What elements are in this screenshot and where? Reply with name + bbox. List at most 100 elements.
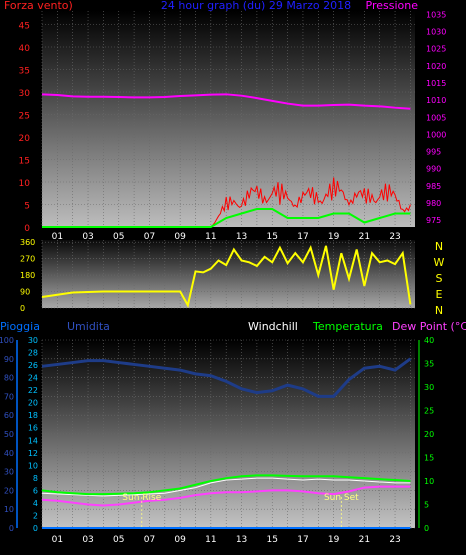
rain-tick-label: 12 bbox=[28, 449, 38, 458]
x-tick-label: 19 bbox=[328, 535, 340, 545]
series-group bbox=[41, 93, 411, 228]
series-pressure bbox=[41, 93, 411, 110]
temp-tick-label: 10 bbox=[424, 477, 434, 486]
rain-tick-label: 6 bbox=[33, 486, 38, 495]
x-tick-label: 11 bbox=[205, 535, 216, 545]
temp-tick-label: 5 bbox=[424, 501, 429, 510]
temperature-humidity-chart: 0102030405060708090100024681012141618202… bbox=[0, 320, 466, 545]
series-group bbox=[41, 244, 412, 309]
humidity-tick-label: 80 bbox=[4, 374, 14, 383]
legend-entry: Windchill bbox=[248, 320, 298, 333]
humidity-tick-label: 100 bbox=[0, 336, 14, 345]
y-tick-label: 180 bbox=[20, 271, 35, 280]
rain-tick-label: 14 bbox=[28, 436, 38, 445]
x-tick-label: 01 bbox=[52, 535, 63, 545]
y-tick-label: 0 bbox=[24, 224, 30, 234]
rain-tick-label: 18 bbox=[28, 411, 38, 420]
humidity-tick-label: 70 bbox=[4, 392, 14, 401]
temp-tick-label: 15 bbox=[424, 454, 434, 463]
rain-tick-label: 20 bbox=[28, 399, 38, 408]
annotations: Sun Rise Sun Set bbox=[122, 493, 359, 528]
chart-title: 24 hour graph (du) 29 Marzo 2018 bbox=[161, 0, 351, 12]
y2-tick-label: 1035 bbox=[426, 10, 446, 19]
x-tick-label: 03 bbox=[82, 535, 93, 545]
rain-tick-label: 0 bbox=[33, 524, 38, 533]
x-tick-label: 09 bbox=[174, 535, 186, 545]
series-wind bbox=[42, 208, 411, 228]
y2-tick-label: 1030 bbox=[426, 28, 446, 37]
tick-labels: 0510152025303540459759809859909951000100… bbox=[19, 10, 447, 242]
humidity-tick-label: 0 bbox=[9, 524, 14, 533]
compass-label: E bbox=[436, 288, 443, 301]
series-windchill bbox=[41, 477, 411, 497]
annotation-label: Sun Rise bbox=[122, 493, 161, 503]
x-tick-label: 23 bbox=[389, 232, 400, 242]
series-humidity bbox=[41, 357, 412, 398]
rain-tick-label: 10 bbox=[28, 461, 38, 470]
humidity-tick-label: 50 bbox=[4, 430, 14, 439]
legend: Pioggia Umidita Windchill Temperatura Dew Po… bbox=[0, 320, 466, 333]
left-axis-label: Forza vento) bbox=[4, 0, 73, 12]
x-tick-label: 01 bbox=[52, 232, 63, 242]
rain-tick-label: 2 bbox=[33, 511, 38, 520]
y2-tick-label: 1010 bbox=[426, 96, 446, 105]
y-tick-label: 20 bbox=[19, 134, 31, 144]
rain-tick-label: 24 bbox=[28, 374, 38, 383]
y2-tick-label: 1015 bbox=[426, 79, 446, 88]
y2-tick-label: 1005 bbox=[426, 113, 446, 122]
compass-label: N bbox=[435, 240, 443, 253]
y-tick-label: 270 bbox=[20, 255, 35, 264]
humidity-tick-label: 20 bbox=[4, 486, 14, 495]
y2-tick-label: 1025 bbox=[426, 45, 446, 54]
legend-entry: Umidita bbox=[67, 320, 110, 333]
x-tick-label: 21 bbox=[359, 535, 370, 545]
humidity-tick-label: 40 bbox=[4, 449, 14, 458]
y2-tick-label: 985 bbox=[426, 182, 441, 191]
rain-tick-label: 16 bbox=[28, 424, 38, 433]
rain-tick-label: 26 bbox=[28, 361, 38, 370]
compass-label: S bbox=[436, 272, 443, 285]
legend-entry: Temperatura bbox=[312, 320, 383, 333]
x-tick-label: 21 bbox=[359, 232, 370, 242]
x-tick-label: 07 bbox=[144, 535, 155, 545]
compass-label: N bbox=[435, 304, 443, 317]
x-tick-label: 17 bbox=[297, 232, 308, 242]
tick-labels: 0102030405060708090100024681012141618202… bbox=[0, 336, 434, 545]
rain-tick-label: 4 bbox=[33, 499, 38, 508]
y-tick-label: 15 bbox=[19, 157, 30, 167]
y2-tick-label: 1000 bbox=[426, 130, 446, 139]
y-tick-label: 25 bbox=[19, 112, 30, 122]
y2-tick-label: 995 bbox=[426, 148, 441, 157]
y-tick-label: 45 bbox=[19, 22, 30, 32]
rain-tick-label: 22 bbox=[28, 386, 38, 395]
compass-label: W bbox=[434, 256, 445, 269]
rain-tick-label: 8 bbox=[33, 474, 38, 483]
series-temperature bbox=[41, 474, 411, 496]
y-tick-label: 35 bbox=[19, 67, 30, 77]
y2-tick-label: 1020 bbox=[426, 62, 446, 71]
humidity-tick-label: 10 bbox=[4, 505, 14, 514]
x-tick-label: 07 bbox=[144, 232, 155, 242]
series-direction bbox=[41, 244, 412, 309]
x-tick-label: 15 bbox=[267, 232, 278, 242]
rain-tick-label: 30 bbox=[28, 336, 38, 345]
humidity-tick-label: 30 bbox=[4, 468, 14, 477]
y2-tick-label: 975 bbox=[426, 216, 441, 225]
x-tick-label: 17 bbox=[297, 535, 308, 545]
legend-entry: Dew Point (°C) bbox=[392, 320, 466, 333]
temp-tick-label: 30 bbox=[424, 383, 434, 392]
gridlines bbox=[41, 11, 415, 227]
x-tick-label: 15 bbox=[267, 535, 278, 545]
x-tick-label: 13 bbox=[236, 535, 247, 545]
x-tick-label: 03 bbox=[82, 232, 93, 242]
temp-tick-label: 20 bbox=[424, 430, 434, 439]
y-tick-label: 40 bbox=[19, 44, 31, 54]
plot-area bbox=[42, 11, 415, 227]
plot-area bbox=[42, 240, 415, 308]
humidity-tick-label: 60 bbox=[4, 411, 14, 420]
y-tick-label: 5 bbox=[24, 202, 30, 212]
y-tick-label: 360 bbox=[20, 238, 35, 247]
x-tick-label: 11 bbox=[205, 232, 216, 242]
